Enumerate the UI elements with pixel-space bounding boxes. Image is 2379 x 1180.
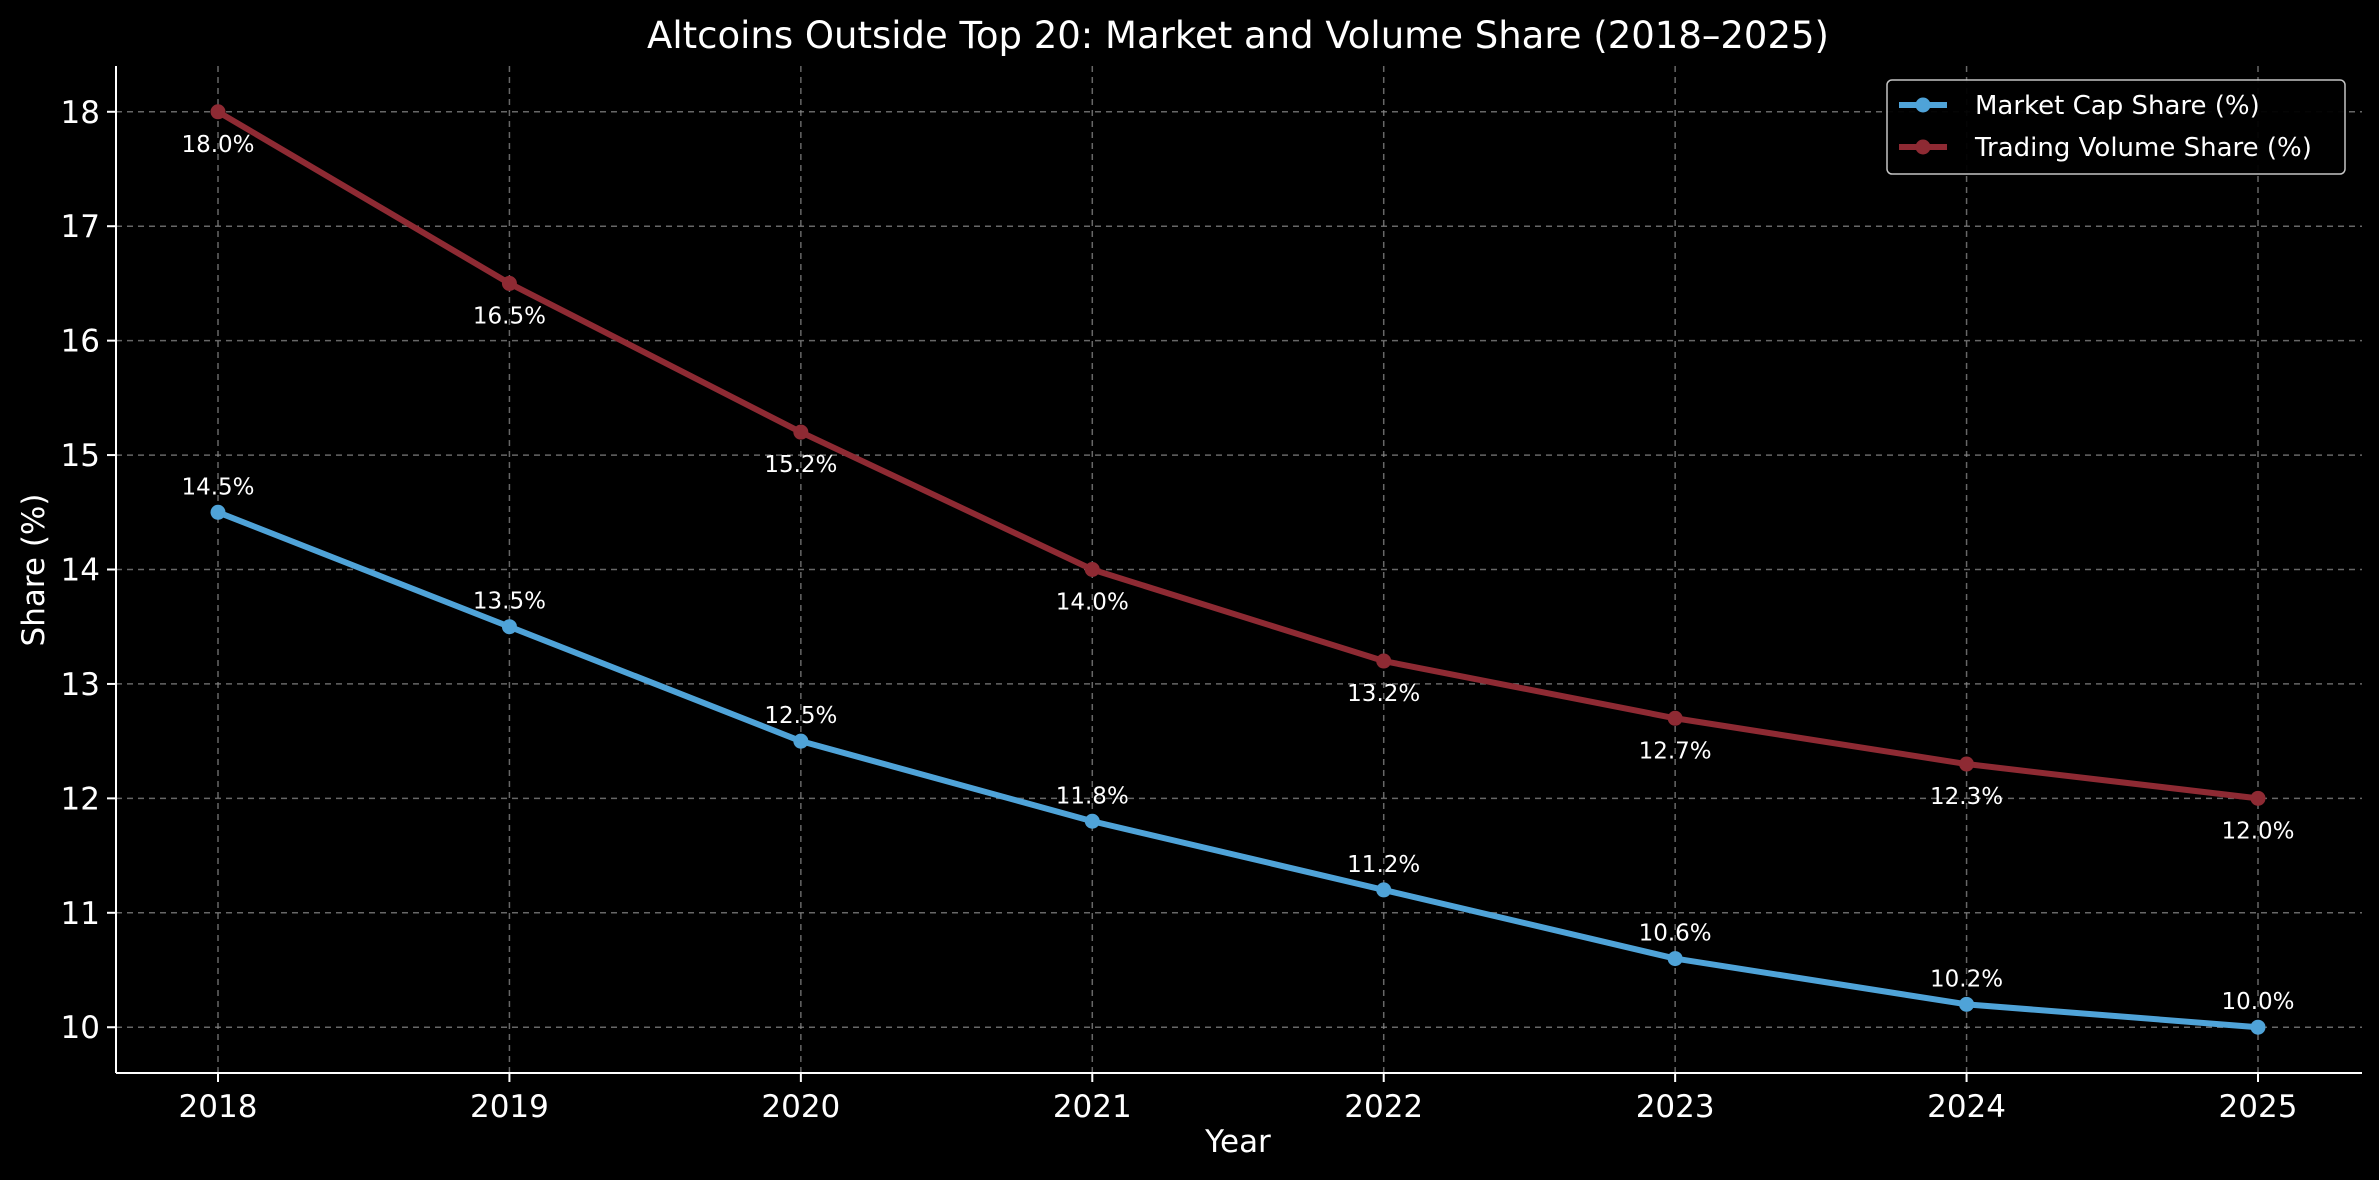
series-point-0 bbox=[2250, 1019, 2266, 1035]
x-tick-label: 2024 bbox=[1927, 1089, 2006, 1125]
x-tick-label: 2022 bbox=[1344, 1089, 1423, 1125]
data-label-1: 13.2% bbox=[1347, 681, 1420, 707]
series-point-0 bbox=[501, 619, 517, 635]
legend-entry: Market Cap Share (%) bbox=[1975, 91, 2260, 121]
chart-title: Altcoins Outside Top 20: Market and Volu… bbox=[647, 14, 1829, 57]
series-point-1 bbox=[2250, 790, 2266, 806]
legend-swatch-marker bbox=[1915, 97, 1931, 113]
y-tick-label: 12 bbox=[61, 781, 100, 817]
y-tick-label: 14 bbox=[61, 553, 100, 589]
series-point-1 bbox=[1667, 710, 1683, 726]
data-labels: 14.5% 13.5% 12.5% 11.8% 11.2% 10.6% 10.2% 10.0%… bbox=[181, 132, 2294, 1015]
series-point-1 bbox=[210, 104, 226, 120]
series-point-0 bbox=[1959, 996, 1975, 1012]
legend-swatch-marker bbox=[1915, 139, 1931, 155]
data-label-0: 10.6% bbox=[1639, 921, 1712, 947]
series-point-0 bbox=[210, 504, 226, 520]
legend-box bbox=[1886, 79, 2346, 175]
y-tick-label: 17 bbox=[61, 209, 100, 245]
x-tick-label: 2019 bbox=[470, 1089, 549, 1125]
y-tick-label: 10 bbox=[61, 1010, 100, 1046]
data-label-1: 18.0% bbox=[181, 132, 254, 158]
data-label-1: 12.7% bbox=[1639, 738, 1712, 764]
y-axis-label: Share (%) bbox=[16, 494, 52, 647]
legend-entry: Trading Volume Share (%) bbox=[1974, 133, 2312, 163]
data-label-1: 12.3% bbox=[1930, 784, 2003, 810]
data-label-1: 15.2% bbox=[764, 452, 837, 478]
data-label-0: 14.5% bbox=[181, 474, 254, 500]
data-label-1: 14.0% bbox=[1056, 590, 1129, 616]
x-tick-label: 2018 bbox=[179, 1089, 258, 1125]
series-point-1 bbox=[1959, 756, 1975, 772]
series-line-0 bbox=[215, 509, 2261, 1031]
series-point-1 bbox=[501, 275, 517, 291]
data-label-0: 13.5% bbox=[473, 589, 546, 615]
y-tick-label: 15 bbox=[61, 438, 100, 474]
data-label-0: 12.5% bbox=[764, 703, 837, 729]
data-label-1: 12.0% bbox=[2221, 818, 2294, 844]
y-tick-label: 16 bbox=[61, 324, 100, 360]
series-line-1 bbox=[215, 108, 2261, 802]
series-point-0 bbox=[1084, 813, 1100, 829]
x-tick-label: 2023 bbox=[1636, 1089, 1715, 1125]
series-point-0 bbox=[793, 733, 809, 749]
data-label-1: 16.5% bbox=[473, 303, 546, 329]
series-point-1 bbox=[1376, 653, 1392, 669]
data-label-0: 11.8% bbox=[1056, 783, 1129, 809]
y-tick-label: 11 bbox=[61, 896, 100, 932]
y-tick-label: 18 bbox=[61, 95, 100, 131]
series-point-0 bbox=[1667, 951, 1683, 967]
x-tick-label: 2020 bbox=[761, 1089, 840, 1125]
series-layer bbox=[210, 104, 2266, 1035]
x-axis-label: Year bbox=[1204, 1124, 1271, 1160]
x-tick-label: 2025 bbox=[2219, 1089, 2298, 1125]
legend: Market Cap Share (%) Trading Volume Share… bbox=[1886, 79, 2346, 175]
data-label-0: 10.0% bbox=[2221, 989, 2294, 1015]
x-tick-label: 2021 bbox=[1053, 1089, 1132, 1125]
y-tick-label: 13 bbox=[61, 667, 100, 703]
grid bbox=[116, 66, 2362, 1073]
axes: 2018 2019 2020 2021 2022 2023 2024 2025 10 11 12 13… bbox=[61, 66, 2362, 1125]
data-label-0: 11.2% bbox=[1347, 852, 1420, 878]
series-point-1 bbox=[793, 424, 809, 440]
series-point-0 bbox=[1376, 882, 1392, 898]
data-label-0: 10.2% bbox=[1930, 966, 2003, 992]
series-point-1 bbox=[1084, 562, 1100, 577]
